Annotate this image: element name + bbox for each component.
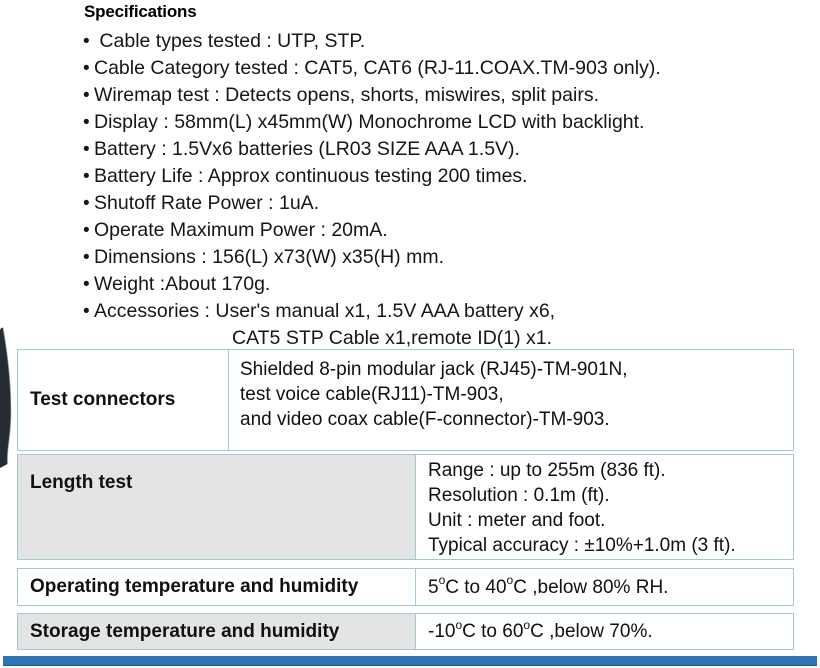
spec-item: • Cable Category tested : CAT5, CAT6 (RJ-… bbox=[83, 55, 803, 82]
value-line: test voice cable(RJ11)-TM-903, bbox=[240, 384, 504, 405]
row-value: -10 o C to 60 o C ,below 70%. bbox=[416, 614, 793, 649]
bullet-icon: • bbox=[83, 274, 90, 295]
spec-item-text: Cable Category tested : CAT5, CAT6 (RJ-1… bbox=[94, 57, 661, 79]
value-line: Shielded 8-pin modular jack (RJ45)-TM-90… bbox=[240, 359, 628, 380]
spec-item-text: Shutoff Rate Power : 1uA. bbox=[94, 192, 320, 214]
row-label: Storage temperature and humidity bbox=[18, 614, 416, 649]
row-label: Operating temperature and humidity bbox=[18, 569, 416, 605]
row-label: Length test bbox=[18, 455, 416, 559]
spec-item: • Shutoff Rate Power : 1uA. bbox=[83, 190, 803, 217]
spec-list: • Cable types tested : UTP, STP. • Cable … bbox=[83, 28, 803, 351]
bullet-icon: • bbox=[83, 112, 90, 133]
table-row-storage-temperature: Storage temperature and humidity -10 o C t… bbox=[17, 613, 794, 650]
spec-item: • Battery : 1.5Vx6 batteries (LR03 SIZE A… bbox=[83, 136, 803, 163]
product-photo-edge bbox=[0, 327, 12, 468]
spec-item-text: Battery : 1.5Vx6 batteries (LR03 SIZE AA… bbox=[94, 138, 520, 160]
page-title: Specifications bbox=[84, 2, 197, 21]
value-segment: C ,below 80% RH. bbox=[513, 576, 669, 598]
value-line: Typical accuracy : ±10%+1.0m (3 ft). bbox=[428, 535, 736, 556]
spec-item-text: Battery Life : Approx continuous testing… bbox=[94, 165, 528, 187]
value-line: and video coax cable(F-connector)-TM-903… bbox=[240, 409, 610, 430]
row-label: Test connectors bbox=[18, 350, 229, 450]
spec-item-continuation: CAT5 STP Cable x1,remote ID(1) x1. bbox=[232, 327, 553, 349]
spec-item-text: Accessories : User's manual x1, 1.5V AAA… bbox=[94, 300, 556, 322]
spec-item-text: Cable types tested : UTP, STP. bbox=[94, 30, 366, 52]
spec-item: • Battery Life : Approx continuous testin… bbox=[83, 163, 803, 190]
table-row-test-connectors: Test connectors Shielded 8-pin modular j… bbox=[17, 349, 794, 451]
spec-item-text: Wiremap test : Detects opens, shorts, mi… bbox=[94, 84, 599, 106]
bullet-icon: • bbox=[83, 139, 90, 160]
value-segment: 5 bbox=[428, 576, 439, 598]
spec-item: • Cable types tested : UTP, STP. bbox=[83, 28, 803, 55]
spec-item: • Display : 58mm(L) x45mm(W) Monochrome L… bbox=[83, 109, 803, 136]
spec-item: • Weight :About 170g. bbox=[83, 271, 803, 298]
table-row-length-test: Length test Range : up to 255m (836 ft).… bbox=[17, 454, 794, 560]
spec-item-text: Display : 58mm(L) x45mm(W) Monochrome LC… bbox=[94, 111, 645, 133]
bullet-icon: • bbox=[83, 85, 90, 106]
bullet-icon: • bbox=[83, 247, 90, 268]
value-line: Range : up to 255m (836 ft). bbox=[428, 460, 666, 481]
row-value: Shielded 8-pin modular jack (RJ45)-TM-90… bbox=[229, 350, 793, 450]
spec-item: • Wiremap test : Detects opens, shorts, m… bbox=[83, 82, 803, 109]
spec-item-text: Operate Maximum Power : 20mA. bbox=[94, 219, 388, 241]
spec-item-text: Dimensions : 156(L) x73(W) x35(H) mm. bbox=[94, 246, 444, 268]
bullet-icon: • bbox=[83, 193, 90, 214]
value-segment: C to 60 bbox=[462, 621, 524, 642]
value-segment: -10 bbox=[428, 621, 456, 642]
spec-item-text: Weight :About 170g. bbox=[94, 273, 271, 295]
row-value: Range : up to 255m (836 ft). Resolution … bbox=[416, 455, 793, 559]
value-segment: C to 40 bbox=[445, 576, 507, 598]
spec-item: • Operate Maximum Power : 20mA. bbox=[83, 217, 803, 244]
bullet-icon: • bbox=[83, 301, 90, 322]
bullet-icon: • bbox=[83, 220, 90, 241]
value-line: Unit : meter and foot. bbox=[428, 510, 606, 531]
divider-bar bbox=[3, 656, 817, 666]
spec-item: • Dimensions : 156(L) x73(W) x35(H) mm. bbox=[83, 244, 803, 271]
value-segment: C ,below 70%. bbox=[530, 621, 653, 642]
bullet-icon: • bbox=[83, 166, 90, 187]
value-line: Resolution : 0.1m (ft). bbox=[428, 485, 610, 506]
bullet-icon: • bbox=[83, 58, 90, 79]
spec-item: • Accessories : User's manual x1, 1.5V AA… bbox=[83, 298, 803, 325]
bullet-icon: • bbox=[83, 31, 90, 52]
